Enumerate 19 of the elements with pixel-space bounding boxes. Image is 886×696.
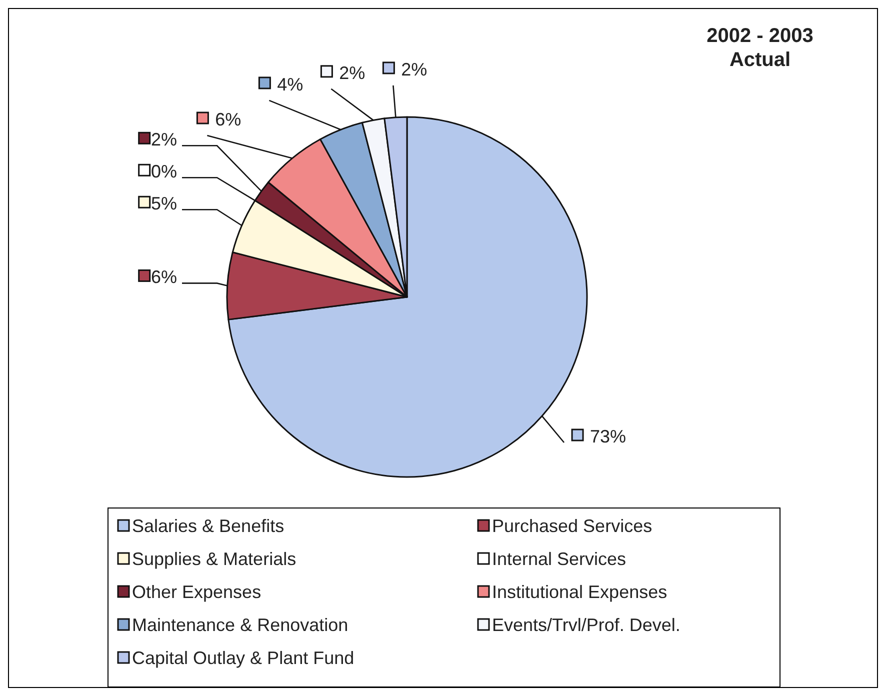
legend-label: Institutional Expenses [492,582,668,602]
data-label: 5% [150,194,177,214]
legend-label: Other Expenses [132,582,262,602]
legend-label: Salaries & Benefits [132,516,284,536]
legend-label: Purchased Services [492,516,652,536]
data-label: 4% [277,74,304,94]
legend-label: Events/Trvl/Prof. Devel. [492,615,680,635]
data-label: 2% [150,130,177,150]
data-label: 2% [339,62,366,83]
data-label: 6% [150,267,177,288]
data-label: 2% [401,59,428,80]
legend-label: Capital Outlay & Plant Fund [132,648,354,668]
text: 0% [150,162,177,182]
legend-label: Maintenance & Renovation [132,615,348,635]
data-label: 6% [215,109,242,130]
legend-label: Supplies & Materials [132,549,296,569]
data-label: 73% [590,426,626,446]
legend-label: Internal Services [492,549,626,569]
chart-title: 2002 - 2003 Actual [706,25,814,71]
